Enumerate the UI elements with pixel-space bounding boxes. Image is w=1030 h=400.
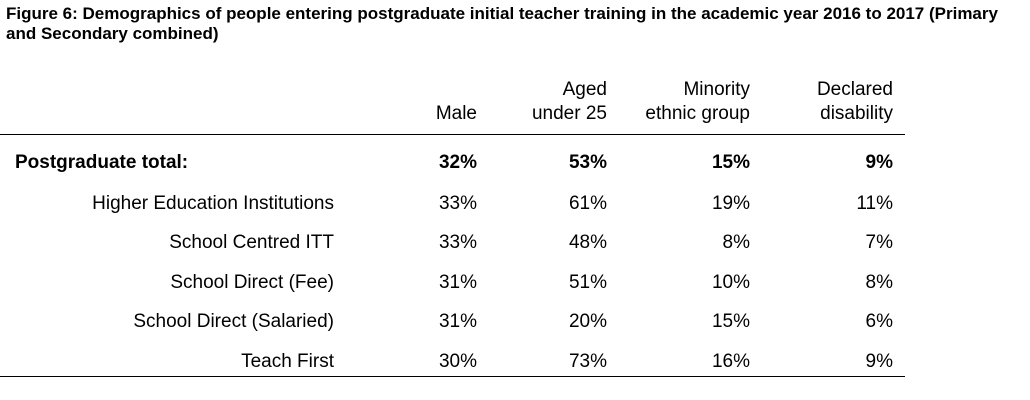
table-row: Teach First 30% 73% 16% 9% [0, 349, 905, 379]
cell-disability: 6% [865, 311, 893, 332]
header-rule [0, 134, 905, 135]
total-minority: 15% [711, 152, 750, 173]
cell-aged: 48% [568, 232, 607, 253]
cell-minority: 10% [711, 272, 750, 293]
table-row: Higher Education Institutions 33% 61% 19… [0, 191, 905, 221]
cell-disability: 9% [865, 351, 893, 372]
cell-male: 33% [438, 193, 477, 214]
total-disability: 9% [865, 152, 893, 173]
table-row: School Direct (Fee) 31% 51% 10% 8% [0, 270, 905, 300]
total-male: 32% [438, 152, 477, 173]
header-disability-line2: disability [820, 103, 893, 124]
header-aged-line1: Aged [562, 79, 607, 100]
total-row: Postgraduate total: 32% 53% 15% 9% [0, 150, 905, 180]
table-row: School Direct (Salaried) 31% 20% 15% 6% [0, 309, 905, 339]
cell-aged: 73% [568, 351, 607, 372]
cell-male: 33% [438, 232, 477, 253]
cell-male: 31% [438, 272, 477, 293]
bottom-rule [0, 376, 905, 377]
row-label: Teach First [241, 351, 334, 372]
cell-male: 30% [438, 351, 477, 372]
cell-male: 31% [438, 311, 477, 332]
header-minority-line2: ethnic group [645, 103, 750, 124]
row-label: School Direct (Salaried) [133, 311, 334, 332]
header-minority-line1: Minority [683, 79, 750, 100]
cell-disability: 11% [856, 193, 893, 214]
cell-minority: 8% [722, 232, 750, 253]
header-disability-line1: Declared [816, 79, 893, 100]
cell-aged: 61% [568, 193, 607, 214]
cell-aged: 51% [568, 272, 607, 293]
total-aged: 53% [568, 152, 607, 173]
cell-minority: 16% [711, 351, 750, 372]
figure-title: Figure 6: Demographics of people enterin… [6, 4, 998, 43]
cell-disability: 8% [865, 272, 893, 293]
header-male: Male [435, 103, 477, 124]
cell-aged: 20% [568, 311, 607, 332]
header-aged-line2: under 25 [531, 103, 607, 124]
cell-minority: 15% [711, 311, 750, 332]
row-label: School Direct (Fee) [170, 272, 334, 293]
total-label: Postgraduate total: [15, 152, 189, 173]
row-label: School Centred ITT [169, 232, 334, 253]
table-row: School Centred ITT 33% 48% 8% 7% [0, 230, 905, 260]
cell-minority: 19% [711, 193, 750, 214]
row-label: Higher Education Institutions [92, 193, 334, 214]
cell-disability: 7% [865, 232, 893, 253]
